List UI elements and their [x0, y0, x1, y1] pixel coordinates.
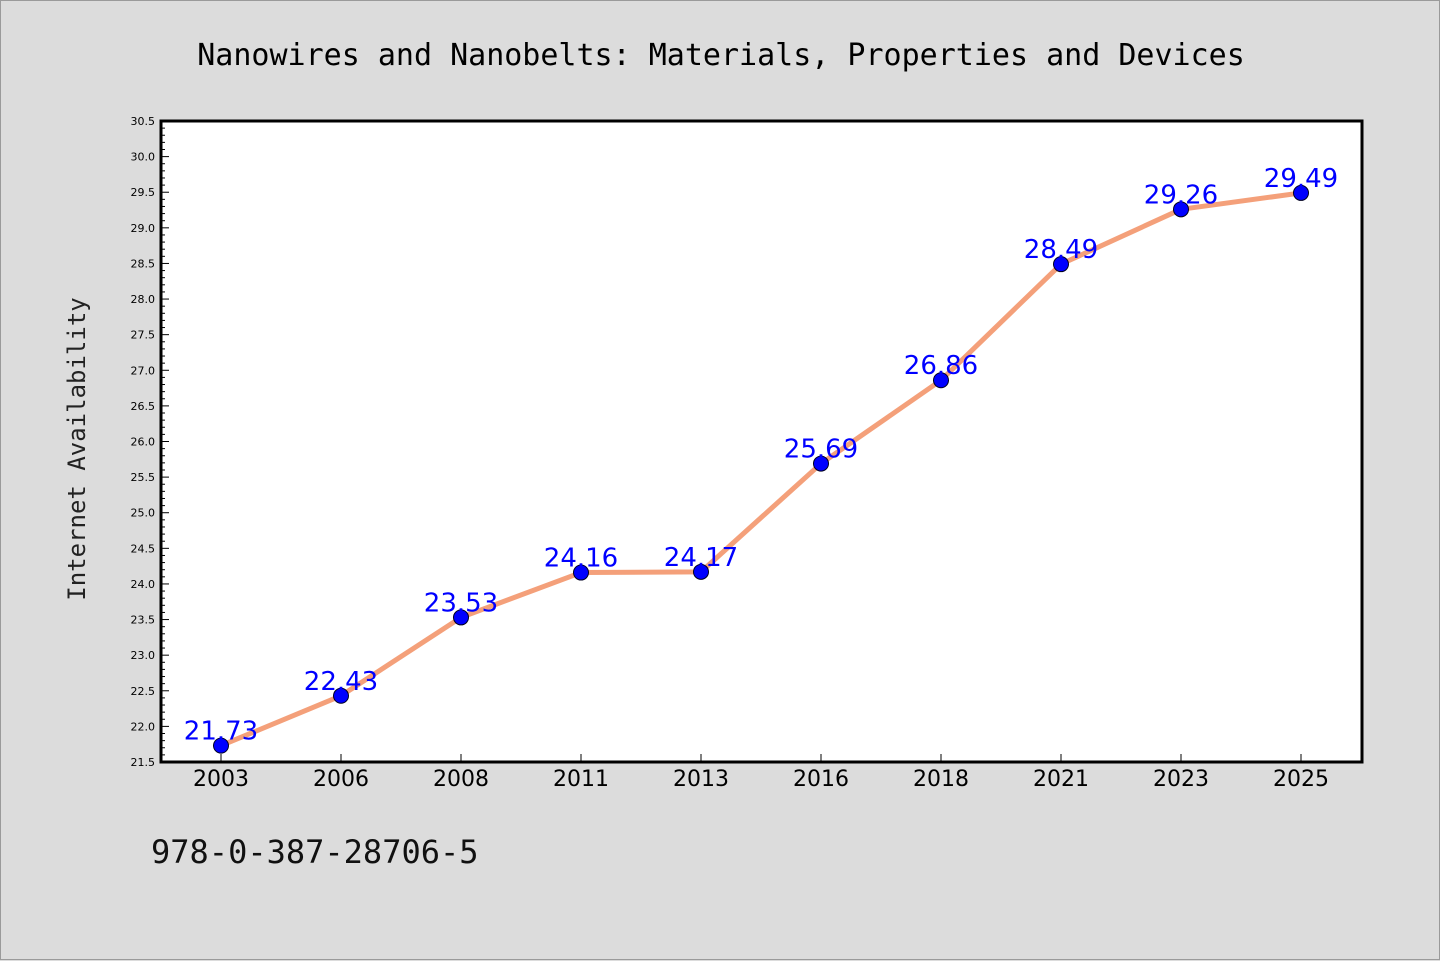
y-axis-label: Internet Availability [63, 297, 91, 600]
x-tick-label: 2023 [1153, 767, 1209, 792]
y-tick-label: 25.0 [131, 507, 156, 520]
data-point [1293, 184, 1309, 201]
data-label: 28.49 [1024, 235, 1098, 265]
x-tick-label: 2011 [553, 767, 609, 792]
data-label: 22.43 [304, 667, 378, 697]
data-point [1173, 201, 1189, 218]
y-tick-label: 29.0 [131, 222, 156, 235]
x-tick-label: 2013 [673, 767, 729, 792]
data-label: 24.16 [544, 544, 618, 574]
x-tick-label: 2006 [313, 767, 369, 792]
y-tick-label: 23.5 [131, 614, 156, 627]
y-tick-label: 24.0 [131, 578, 156, 591]
x-tick-label: 2008 [433, 767, 489, 792]
data-label: 24.17 [664, 543, 738, 573]
y-tick-label: 28.5 [131, 257, 156, 270]
data-label: 29.49 [1264, 164, 1338, 194]
data-point [333, 687, 349, 704]
y-tick-label: 27.5 [131, 329, 156, 342]
y-tick-label: 26.0 [131, 436, 156, 449]
data-point [693, 563, 709, 580]
y-tick-label: 21.5 [131, 756, 156, 769]
y-tick-label: 23.0 [131, 649, 156, 662]
y-tick-label: 22.5 [131, 685, 156, 698]
series-1: 21.73 22.43 23.53 24.16 24.17 25.69 26.86 28.49… [184, 164, 1338, 754]
x-tick-label: 2025 [1273, 767, 1329, 792]
data-point [573, 564, 589, 581]
y-tick-label: 25.5 [131, 471, 156, 484]
y-tick-label: 28.0 [131, 293, 156, 306]
x-tick-label: 2018 [913, 767, 969, 792]
data-label: 21.73 [184, 717, 258, 747]
data-point [933, 372, 949, 389]
series-line [218, 190, 1304, 749]
chart-title: Nanowires and Nanobelts: Materials, Prop… [197, 38, 1245, 73]
x-tick-label: 2016 [793, 767, 849, 792]
y-tick-label: 26.5 [131, 400, 156, 413]
data-label: 26.86 [904, 351, 978, 381]
x-axis: 2003 2006 2008 2011 2013 2016 2018 2021 2023 2025 [193, 754, 1329, 792]
y-tick-label: 22.0 [131, 720, 156, 733]
plot-area [159, 119, 1364, 764]
y-axis: 21.5 22.0 22.5 23.0 23.5 24.0 24.5 25.0 25.5 26.0… [131, 115, 169, 769]
y-tick-label: 24.5 [131, 542, 156, 555]
data-point [1053, 256, 1069, 273]
data-point [813, 455, 829, 472]
y-tick-label: 27.0 [131, 364, 156, 377]
y-tick-label: 29.5 [131, 186, 156, 199]
data-label: 29.26 [1144, 180, 1218, 210]
y-tick-label: 30.0 [131, 151, 156, 164]
data-point [453, 609, 469, 626]
data-label: 25.69 [784, 435, 858, 465]
isbn-text: 978-0-387-28706-5 [151, 833, 479, 871]
y-tick-label: 30.5 [131, 115, 156, 128]
data-point [213, 737, 229, 754]
data-label: 23.53 [424, 588, 498, 618]
x-tick-label: 2021 [1033, 767, 1089, 792]
x-tick-label: 2003 [193, 767, 249, 792]
